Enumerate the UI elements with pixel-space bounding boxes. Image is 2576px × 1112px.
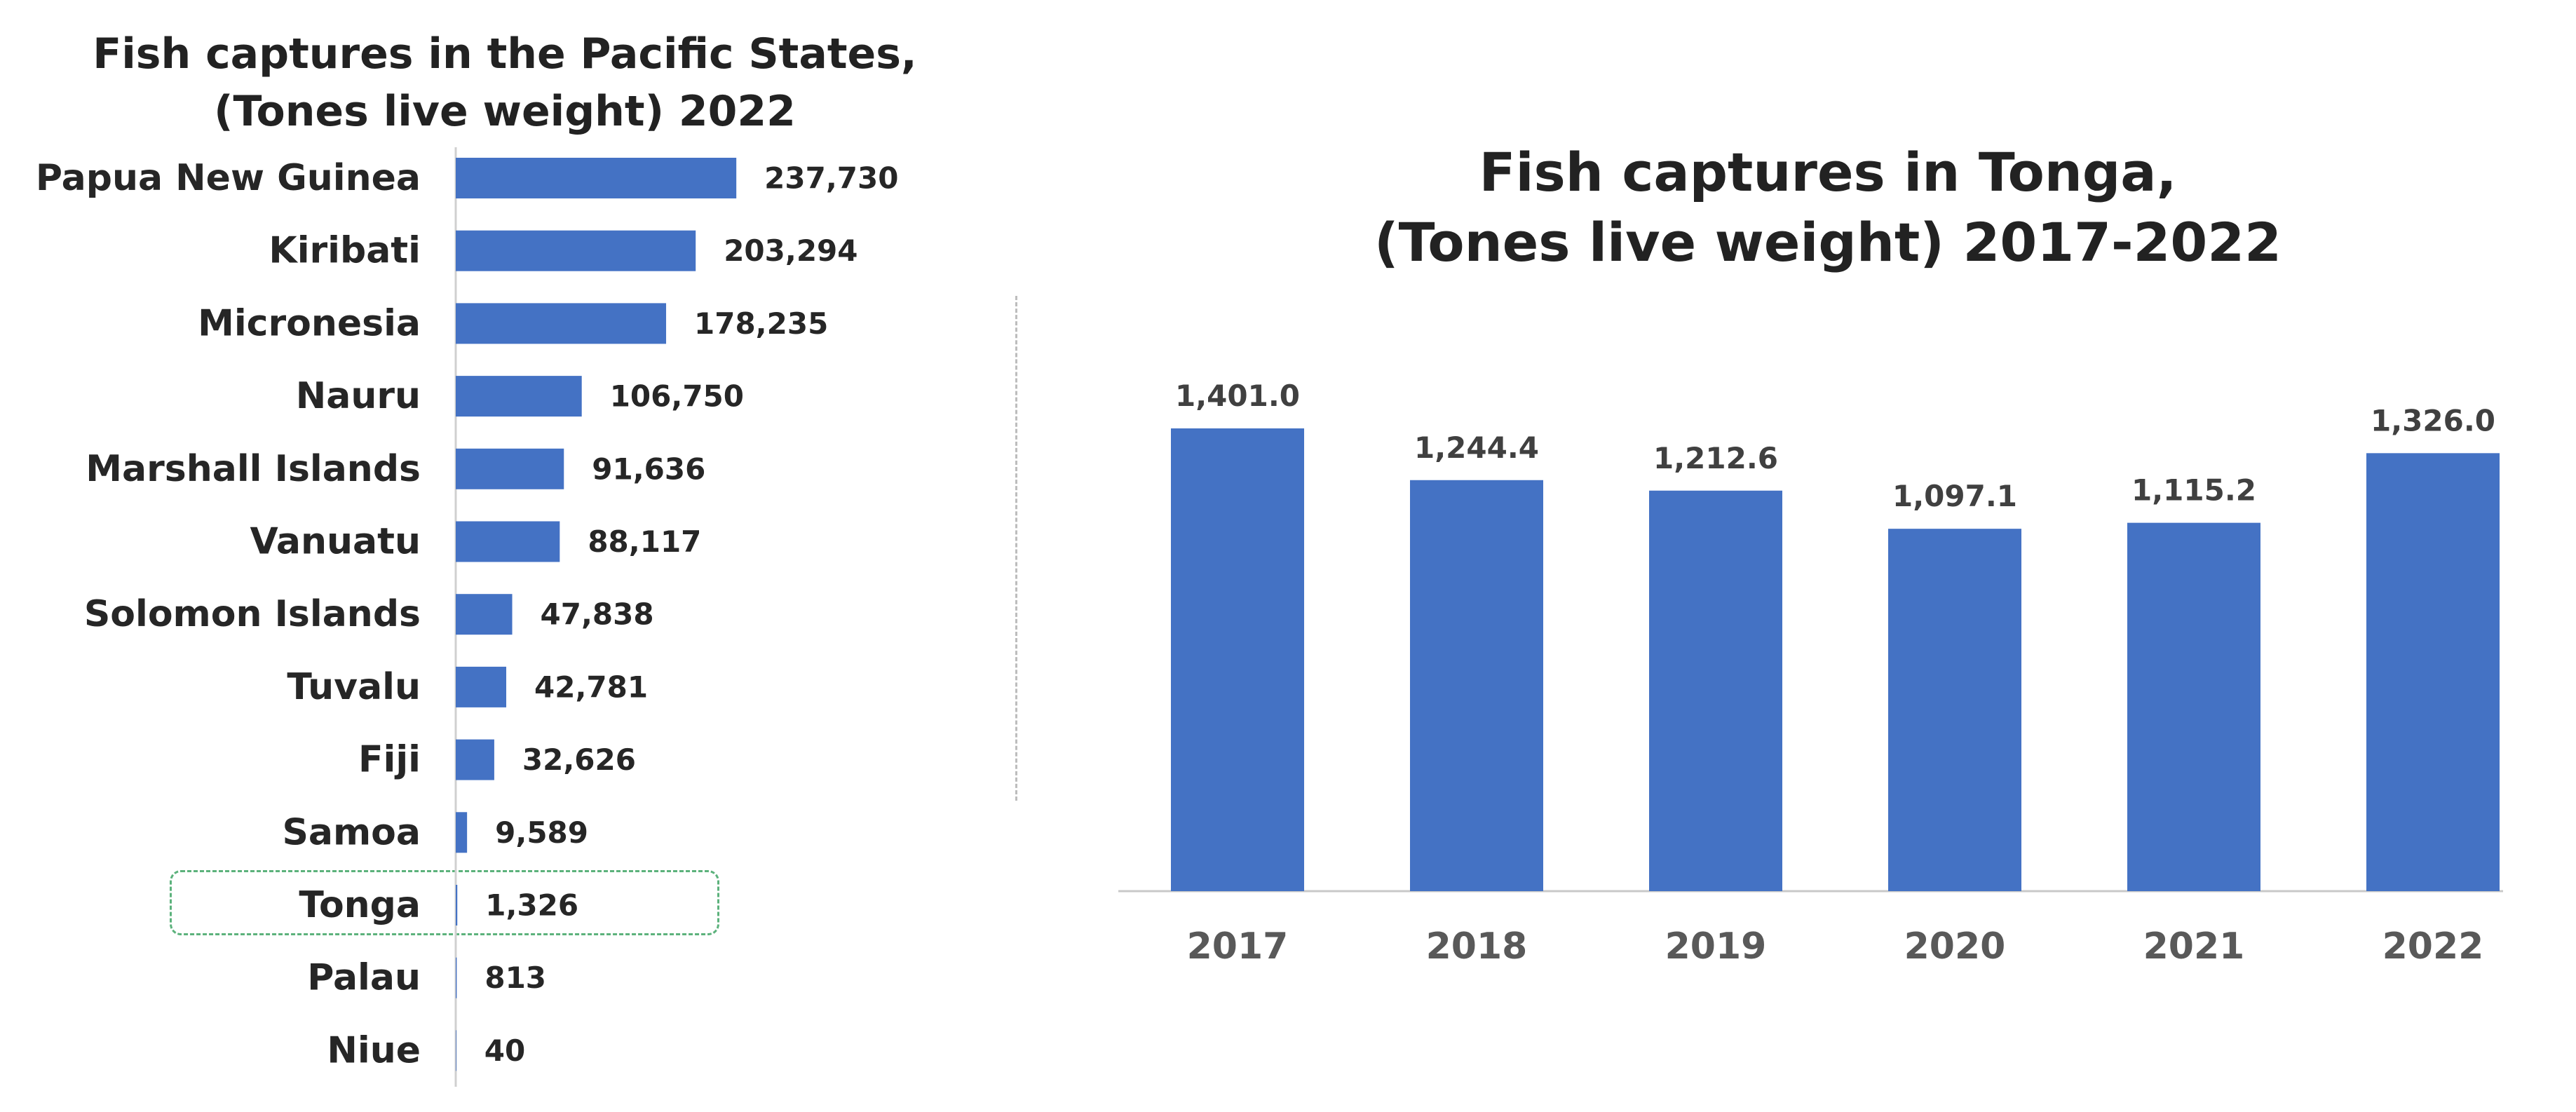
data-label-vanuatu: 88,117 — [588, 524, 701, 559]
data-label-tuvalu: 42,781 — [534, 670, 648, 704]
category-label-palau: Palau — [307, 957, 421, 999]
data-label-kiribati: 203,294 — [724, 233, 857, 268]
category-label-samoa: Samoa — [282, 811, 421, 853]
x-tick-label-2017: 2017 — [1187, 925, 1289, 968]
bar-tuvalu — [456, 666, 507, 707]
bar-2020 — [1888, 529, 2021, 891]
pacific-bar-plot: Papua New Guinea 237,730 Kiribati 203,294 Mi… — [36, 147, 898, 1087]
data-label-solomon-islands: 47,838 — [541, 597, 654, 632]
data-label-2022: 1,326.0 — [2371, 403, 2495, 438]
category-label-papua-new-guinea: Papua New Guinea — [36, 157, 421, 199]
category-label-micronesia: Micronesia — [198, 302, 421, 344]
data-label-2021: 1,115.2 — [2131, 473, 2256, 508]
x-tick-label-2018: 2018 — [1426, 925, 1528, 968]
x-tick-label-2021: 2021 — [2143, 925, 2245, 968]
data-label-2020: 1,097.1 — [1892, 479, 2017, 513]
tonga-chart-title-line-2: (Tones live weight) 2017-2022 — [1374, 211, 2282, 273]
bar-samoa — [456, 812, 468, 853]
bar-kiribati — [456, 230, 696, 271]
category-label-marshall-islands: Marshall Islands — [86, 448, 421, 490]
data-label-2017: 1,401.0 — [1175, 379, 1300, 413]
bar-tonga — [456, 885, 458, 925]
category-label-fiji: Fiji — [358, 739, 421, 781]
tonga-chart-title-line-1: Fish captures in Tonga, — [1479, 141, 2177, 203]
tonga-chart-title: Fish captures in Tonga, (Tones live weig… — [1080, 137, 2576, 278]
pacific-chart-title: Fish captures in the Pacific States, (To… — [0, 25, 1010, 140]
x-tick-label-2019: 2019 — [1665, 925, 1767, 968]
data-label-2018: 1,244.4 — [1414, 430, 1539, 465]
x-tick-label-2022: 2022 — [2382, 925, 2484, 968]
bar-marshall-islands — [456, 448, 564, 489]
data-label-tonga: 1,326 — [485, 888, 578, 923]
data-label-papua-new-guinea: 237,730 — [764, 161, 898, 196]
bar-vanuatu — [456, 521, 560, 562]
bar-papua-new-guinea — [456, 158, 737, 198]
data-label-nauru: 106,750 — [610, 379, 744, 414]
category-label-solomon-islands: Solomon Islands — [84, 593, 421, 635]
category-label-vanuatu: Vanuatu — [250, 521, 421, 563]
data-label-niue: 40 — [484, 1033, 525, 1068]
tonga-highlight-box — [170, 870, 719, 935]
pacific-chart-title-line-1: Fish captures in the Pacific States, — [93, 29, 917, 79]
category-label-tonga: Tonga — [299, 884, 421, 926]
category-label-tuvalu: Tuvalu — [287, 666, 421, 708]
bar-fiji — [456, 739, 494, 780]
x-tick-label-2020: 2020 — [1904, 925, 2006, 968]
tonga-chart: Fish captures in Tonga, (Tones live weig… — [1080, 0, 2576, 1112]
data-label-palau: 813 — [484, 961, 546, 995]
bar-2017 — [1171, 428, 1304, 891]
bar-micronesia — [456, 303, 667, 344]
pacific-chart-title-line-2: (Tones live weight) 2022 — [214, 87, 796, 136]
bar-solomon-islands — [456, 594, 513, 635]
category-label-kiribati: Kiribati — [269, 230, 421, 272]
category-label-niue: Niue — [327, 1029, 421, 1071]
bar-2019 — [1649, 490, 1782, 891]
data-label-samoa: 9,589 — [495, 815, 588, 850]
data-label-fiji: 32,626 — [522, 743, 636, 777]
bar-2021 — [2127, 522, 2260, 891]
pacific-states-chart: Fish captures in the Pacific States, (To… — [0, 0, 1010, 1112]
data-label-marshall-islands: 91,636 — [592, 452, 705, 486]
bar-2022 — [2366, 453, 2500, 891]
data-label-micronesia: 178,235 — [694, 306, 828, 341]
bar-nauru — [456, 376, 582, 417]
data-label-2019: 1,212.6 — [1653, 441, 1778, 475]
panel-divider — [1015, 296, 1017, 801]
tonga-bar-plot: 1,401.0 2017 1,244.4 2018 1,212.6 2019 1,097.1… — [1118, 379, 2503, 968]
category-label-nauru: Nauru — [296, 375, 421, 417]
bar-2018 — [1410, 480, 1543, 891]
